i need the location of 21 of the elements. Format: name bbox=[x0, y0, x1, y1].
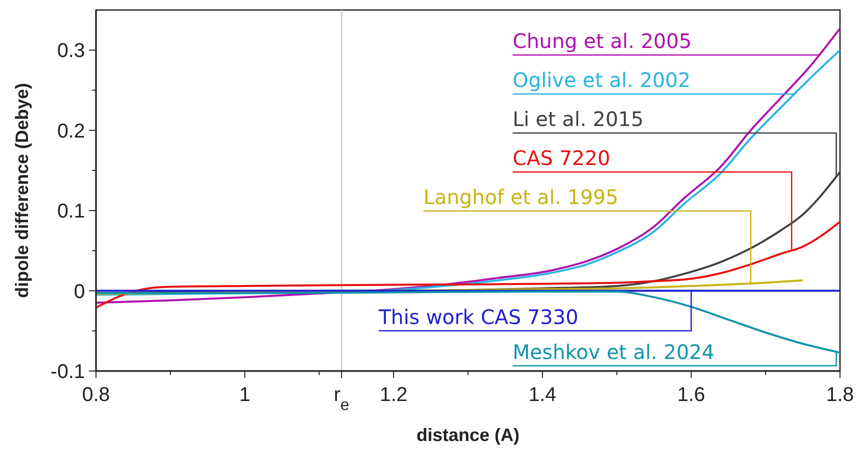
y-tick-label: 0.1 bbox=[57, 200, 85, 223]
text: Li et al. 2015 bbox=[512, 107, 644, 131]
x-tick-label: 1.2 bbox=[380, 384, 408, 406]
text: Langhof et al. 1995 bbox=[423, 185, 618, 209]
x-tick-label: 1.4 bbox=[528, 384, 556, 406]
y-tick-label: 0.3 bbox=[57, 40, 85, 62]
y-axis-title: dipole difference (Debye) bbox=[12, 82, 32, 298]
y-tick-label: -0.1 bbox=[50, 361, 85, 383]
x-tick-label: 1 bbox=[239, 384, 250, 406]
x-tick-label: 1.6 bbox=[677, 384, 706, 406]
y-tick-label: 0 bbox=[74, 280, 85, 303]
y-tick-label: 0.2 bbox=[57, 120, 85, 142]
x-tick-label: 1.8 bbox=[826, 384, 854, 406]
text: Chung et al. 2005 bbox=[512, 29, 692, 53]
x-tick-label: r$_{e}$ bbox=[334, 384, 350, 414]
series-label: Meshkov et al. 2024 bbox=[512, 340, 715, 364]
x-tick-label: 0.8 bbox=[82, 384, 110, 406]
x-axis-title: distance (A) bbox=[416, 425, 520, 445]
text: CAS 7220 bbox=[512, 146, 610, 170]
text: Oglive et al. 2002 bbox=[512, 68, 691, 92]
series-label: This work CAS 7330 bbox=[378, 304, 578, 329]
